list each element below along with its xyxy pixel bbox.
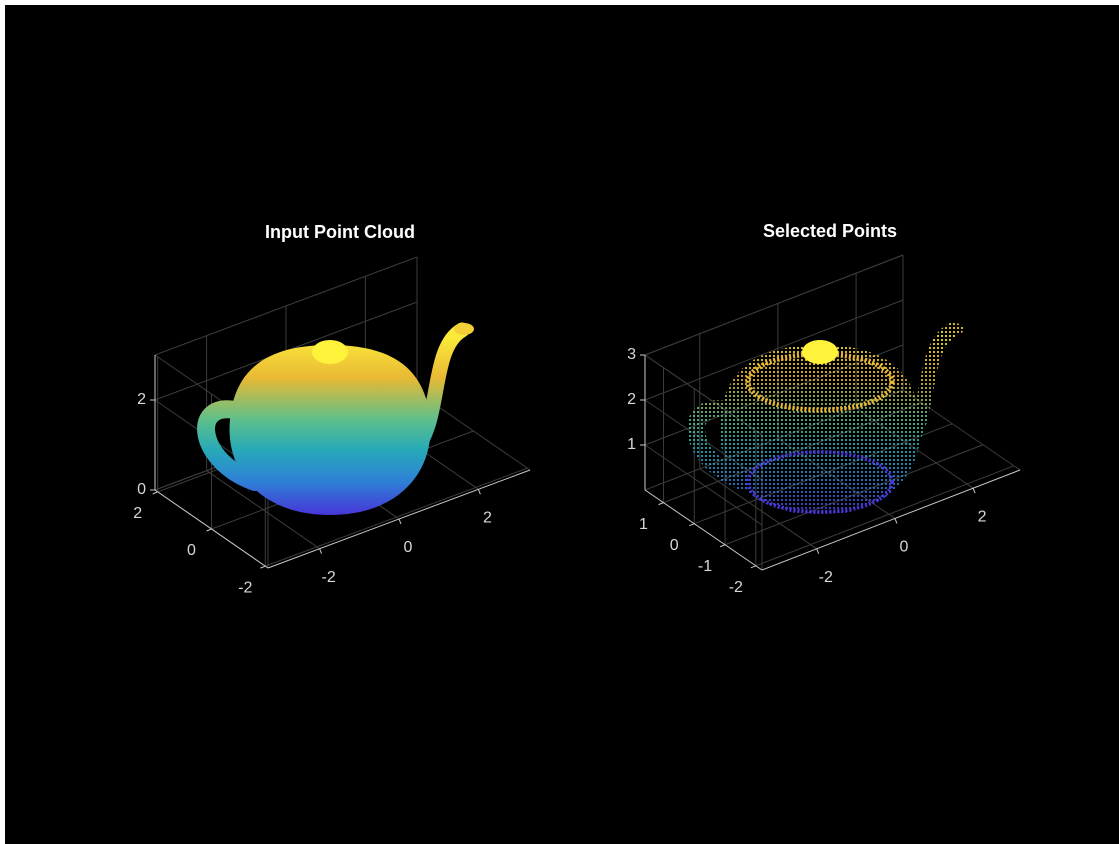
- x-tick-mark: [894, 518, 898, 524]
- figure-background: [5, 5, 1119, 844]
- grid-line: [644, 444, 763, 526]
- x-tick-label: 2: [978, 508, 987, 525]
- x-tick-mark: [816, 548, 820, 554]
- y-tick-mark: [152, 491, 158, 495]
- point-cloud-rim: [745, 351, 895, 413]
- y-tick-label: -2: [729, 579, 743, 596]
- y-tick-label: 0: [187, 542, 196, 559]
- x-tick-mark: [972, 487, 976, 494]
- y-tick-label: -2: [238, 579, 252, 596]
- y-axis-line: [644, 489, 763, 571]
- z-tick-label: 3: [627, 346, 636, 363]
- x-tick-label: 0: [404, 539, 413, 556]
- x-axis-line: [267, 469, 531, 569]
- x-tick-mark: [477, 489, 481, 495]
- x-tick-label: -2: [321, 569, 335, 586]
- grid-line: [699, 468, 818, 550]
- plots: -2 0 2 -2 0 2 0 2 Input Point Cloud -2 0 2 -2 -1 0 1 1 2 3…: [133, 221, 1021, 596]
- x-tick-label: 0: [899, 539, 908, 556]
- x-tick-mark: [319, 548, 323, 554]
- y-tick-label: -1: [698, 558, 712, 575]
- x-axis-line: [761, 469, 1021, 571]
- grid-line: [755, 465, 1015, 567]
- point-cloud-knob: [802, 340, 838, 364]
- grid-line: [265, 467, 528, 567]
- point-cloud-base: [746, 450, 894, 514]
- z-tick-label: 2: [627, 391, 636, 408]
- point-cloud: [696, 323, 964, 515]
- y-tick-mark: [719, 544, 726, 548]
- y-tick-mark: [658, 502, 664, 506]
- y-tick-label: 0: [670, 537, 679, 554]
- axes-3d: -2 0 2 -2 -1 0 1 1 2 3 Selected Points: [627, 221, 1021, 596]
- x-tick-label: 2: [483, 510, 492, 527]
- y-tick-mark: [750, 565, 757, 569]
- y-axis-line: [154, 489, 269, 569]
- z-tick-label: 1: [627, 436, 636, 453]
- grid-line: [644, 299, 904, 401]
- y-tick-mark: [206, 528, 212, 532]
- axes-title: Input Point Cloud: [265, 222, 415, 242]
- axes-title: Selected Points: [763, 221, 897, 241]
- grid-line: [644, 254, 904, 356]
- y-tick-mark: [689, 523, 695, 527]
- z-tick-label: 0: [137, 481, 146, 498]
- y-tick-label: 2: [133, 505, 142, 522]
- x-tick-label: -2: [819, 569, 833, 586]
- axes-3d: -2 0 2 -2 0 2 0 2 Input Point Cloud: [133, 222, 531, 596]
- z-tick-label: 2: [137, 391, 146, 408]
- x-tick-mark: [398, 518, 402, 525]
- y-tick-label: 1: [639, 516, 648, 533]
- y-tick-mark: [260, 565, 266, 569]
